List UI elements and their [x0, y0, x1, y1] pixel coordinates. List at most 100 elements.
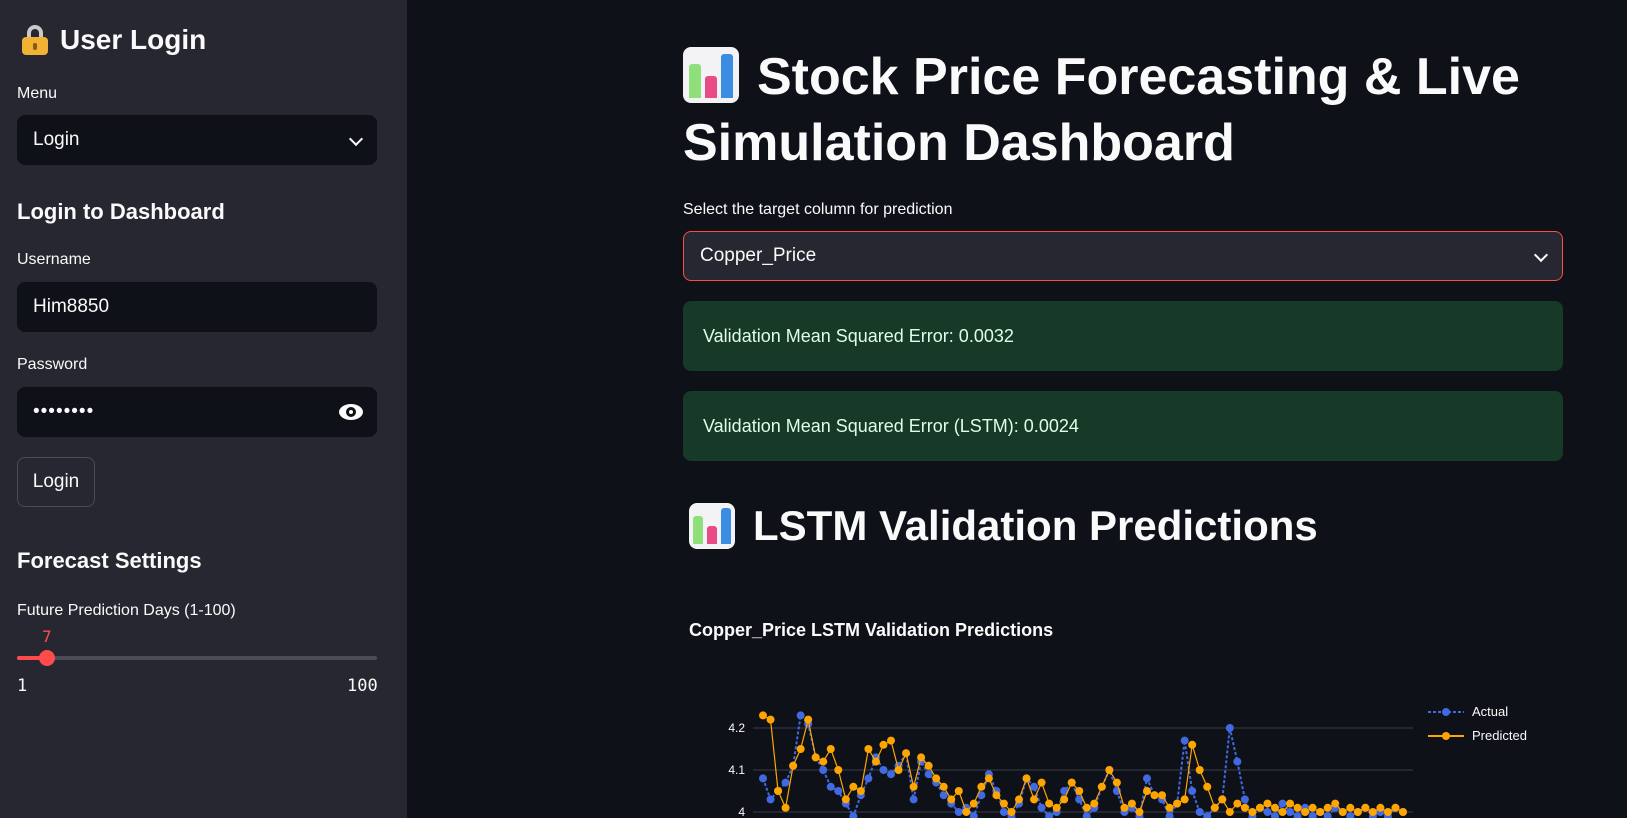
data-point-predicted[interactable] [811, 753, 820, 762]
data-point-predicted[interactable] [1308, 803, 1317, 812]
data-point-actual[interactable] [1293, 812, 1302, 818]
data-point-actual[interactable] [864, 774, 873, 783]
data-point-actual[interactable] [1323, 812, 1332, 818]
data-point-predicted[interactable] [1210, 803, 1219, 812]
lstm-validation-chart[interactable]: 4.2 4.1 4 Actual Predicted [683, 680, 1583, 818]
data-point-predicted[interactable] [1248, 808, 1257, 816]
data-point-predicted[interactable] [1331, 799, 1340, 808]
data-point-predicted[interactable] [1030, 795, 1039, 804]
data-point-predicted[interactable] [871, 757, 880, 766]
data-point-predicted[interactable] [1399, 808, 1407, 816]
data-point-predicted[interactable] [1353, 808, 1362, 816]
data-point-actual[interactable] [1203, 812, 1212, 818]
data-point-predicted[interactable] [1158, 791, 1167, 800]
data-point-predicted[interactable] [774, 787, 783, 795]
data-point-actual[interactable] [1278, 799, 1287, 808]
data-point-predicted[interactable] [1203, 782, 1212, 791]
data-point-predicted[interactable] [1173, 799, 1182, 808]
data-point-predicted[interactable] [1255, 803, 1264, 812]
data-point-predicted[interactable] [954, 787, 963, 795]
data-point-actual[interactable] [766, 795, 775, 804]
data-point-predicted[interactable] [1082, 803, 1091, 812]
data-point-predicted[interactable] [1316, 808, 1325, 816]
data-point-actual[interactable] [1143, 774, 1151, 783]
data-point-predicted[interactable] [841, 795, 850, 804]
menu-select[interactable]: Login [17, 115, 377, 165]
data-point-predicted[interactable] [1338, 808, 1347, 816]
data-point-predicted[interactable] [977, 782, 986, 791]
data-point-predicted[interactable] [1180, 795, 1189, 804]
data-point-predicted[interactable] [939, 782, 948, 791]
data-point-actual[interactable] [1082, 812, 1091, 818]
data-point-actual[interactable] [969, 812, 978, 818]
data-point-predicted[interactable] [1188, 740, 1197, 749]
data-point-actual[interactable] [1240, 795, 1249, 804]
login-button[interactable]: Login [17, 457, 95, 507]
data-point-predicted[interactable] [1263, 799, 1272, 808]
data-point-predicted[interactable] [1165, 803, 1174, 812]
data-point-predicted[interactable] [849, 782, 858, 791]
data-point-predicted[interactable] [1143, 787, 1151, 795]
data-point-actual[interactable] [849, 812, 858, 818]
data-point-predicted[interactable] [1301, 808, 1310, 816]
data-point-predicted[interactable] [1225, 808, 1234, 816]
data-point-actual[interactable] [1286, 808, 1295, 816]
data-point-actual[interactable] [887, 770, 895, 779]
data-point-predicted[interactable] [992, 791, 1001, 800]
data-point-predicted[interactable] [894, 766, 903, 774]
data-point-predicted[interactable] [804, 715, 813, 724]
data-point-actual[interactable] [1188, 787, 1197, 795]
data-point-predicted[interactable] [1052, 803, 1061, 812]
data-point-actual[interactable] [954, 808, 963, 816]
data-point-predicted[interactable] [1090, 799, 1099, 808]
data-point-actual[interactable] [939, 791, 948, 800]
data-point-predicted[interactable] [864, 745, 873, 753]
data-point-predicted[interactable] [856, 787, 865, 795]
data-point-predicted[interactable] [826, 745, 835, 753]
data-point-predicted[interactable] [1112, 778, 1121, 787]
data-point-predicted[interactable] [1218, 795, 1227, 804]
data-point-actual[interactable] [1030, 782, 1039, 791]
data-point-predicted[interactable] [1135, 808, 1144, 816]
data-point-actual[interactable] [1225, 724, 1234, 732]
data-point-predicted[interactable] [1346, 803, 1355, 812]
data-point-predicted[interactable] [932, 774, 941, 783]
data-point-predicted[interactable] [789, 761, 798, 770]
data-point-predicted[interactable] [1361, 803, 1370, 812]
data-point-predicted[interactable] [834, 766, 843, 774]
data-point-predicted[interactable] [1022, 774, 1031, 783]
data-point-actual[interactable] [1037, 803, 1046, 812]
data-point-predicted[interactable] [902, 749, 911, 758]
data-point-predicted[interactable] [1368, 808, 1377, 816]
data-point-predicted[interactable] [1323, 803, 1332, 812]
data-point-predicted[interactable] [1293, 803, 1302, 812]
data-point-actual[interactable] [1233, 757, 1242, 766]
legend-label[interactable]: Actual [1472, 704, 1508, 719]
data-point-predicted[interactable] [1286, 799, 1295, 808]
data-point-predicted[interactable] [759, 711, 767, 720]
data-point-actual[interactable] [1060, 787, 1069, 795]
data-point-predicted[interactable] [1015, 795, 1023, 804]
data-point-actual[interactable] [1180, 736, 1189, 745]
eye-icon[interactable] [339, 404, 363, 420]
data-point-actual[interactable] [834, 787, 843, 795]
data-point-actual[interactable] [1045, 812, 1054, 818]
data-point-predicted[interactable] [909, 782, 918, 791]
data-point-actual[interactable] [977, 791, 986, 800]
data-point-predicted[interactable] [766, 715, 775, 724]
data-point-actual[interactable] [909, 795, 918, 804]
data-point-predicted[interactable] [999, 799, 1008, 808]
data-point-predicted[interactable] [969, 799, 978, 808]
data-point-predicted[interactable] [947, 795, 956, 804]
data-point-actual[interactable] [924, 770, 933, 779]
data-point-predicted[interactable] [1037, 778, 1046, 787]
legend-label[interactable]: Predicted [1472, 728, 1527, 743]
data-point-actual[interactable] [1075, 795, 1084, 804]
data-point-actual[interactable] [1271, 812, 1279, 818]
data-point-predicted[interactable] [984, 774, 993, 783]
data-point-predicted[interactable] [1278, 808, 1287, 816]
data-point-predicted[interactable] [1067, 778, 1076, 787]
data-point-actual[interactable] [879, 766, 888, 774]
slider-thumb[interactable] [39, 650, 55, 666]
target-column-select[interactable]: Copper_Price [683, 231, 1563, 281]
